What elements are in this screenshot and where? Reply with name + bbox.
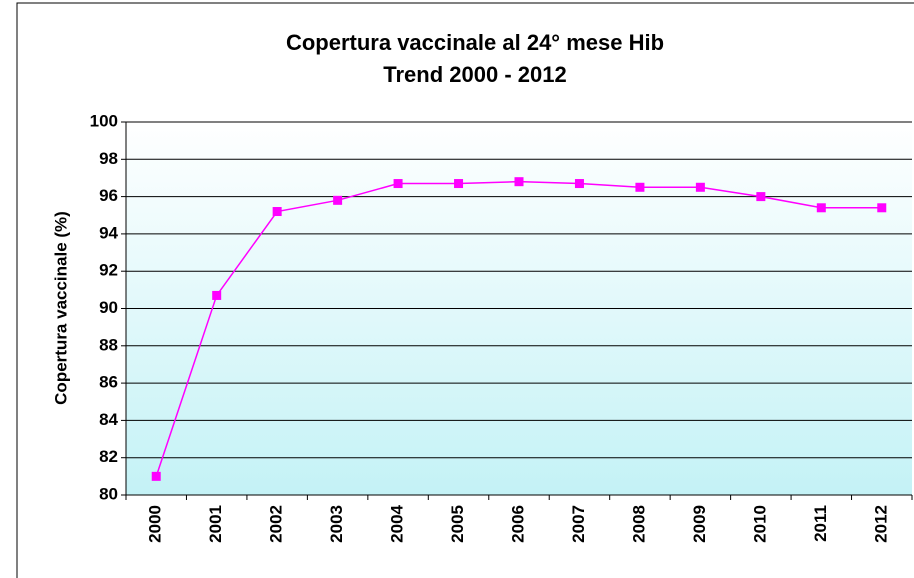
x-tick-label: 2001 (206, 505, 225, 543)
y-tick-label: 82 (99, 447, 118, 466)
point-marker (393, 179, 403, 189)
x-tick-label: 2011 (811, 505, 830, 542)
point-marker (635, 182, 645, 192)
x-tick-label: 2004 (388, 504, 407, 542)
y-tick-label: 98 (99, 149, 118, 168)
x-tick-label: 2003 (327, 505, 346, 543)
point-marker (333, 195, 343, 205)
y-tick-label: 80 (99, 484, 118, 503)
point-marker (151, 471, 161, 481)
y-tick-label: 88 (99, 335, 118, 354)
chart-subtitle: Trend 2000 - 2012 (383, 62, 566, 87)
point-marker (212, 290, 222, 300)
point-marker (272, 207, 282, 217)
point-marker (756, 192, 766, 202)
x-tick-label: 2005 (448, 505, 467, 543)
y-tick-label: 84 (99, 410, 118, 429)
x-tick-label: 2008 (629, 505, 648, 543)
y-tick-label: 100 (90, 111, 118, 130)
point-marker (816, 203, 826, 213)
chart-title: Copertura vaccinale al 24° mese Hib (286, 30, 664, 55)
point-marker (454, 179, 464, 189)
x-tick-label: 2012 (871, 505, 890, 543)
x-tick-label: 2007 (569, 505, 588, 543)
x-tick-label: 2009 (690, 505, 709, 543)
point-marker (514, 177, 524, 187)
x-tick-label: 2010 (750, 505, 769, 543)
y-tick-label: 86 (99, 373, 118, 392)
y-tick-label: 92 (99, 261, 118, 280)
point-marker (877, 203, 887, 213)
y-tick-label: 90 (99, 298, 118, 317)
x-tick-label: 2002 (267, 505, 286, 543)
y-tick-label: 96 (99, 186, 118, 205)
point-marker (574, 179, 584, 189)
y-tick-label: 94 (99, 223, 118, 242)
y-axis-label: Copertura vaccinale (%) (51, 211, 70, 405)
x-tick-label: 2006 (508, 505, 527, 543)
point-marker (695, 182, 705, 192)
x-tick-label: 2000 (146, 505, 165, 543)
